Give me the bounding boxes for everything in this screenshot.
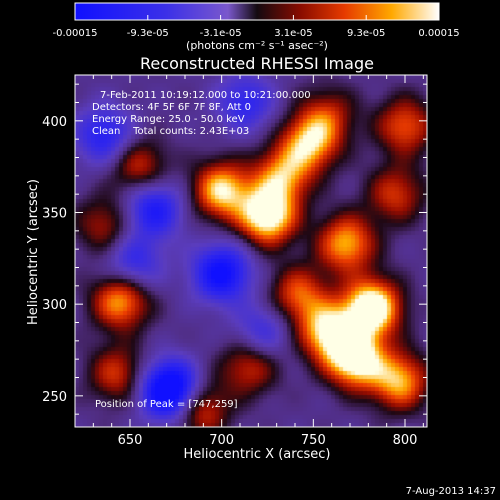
- info-line-detectors: Detectors: 4F 5F 6F 7F 8F, Att 0: [92, 102, 251, 113]
- x-tick-labels: 650 700 750 800: [118, 433, 418, 448]
- colorbar-tick-label: -3.1e-05: [200, 28, 242, 39]
- colorbar-tick-labels: -0.00015 -9.3e-05 -3.1e-05 3.1e-05 9.3e-05 0.…: [53, 28, 460, 39]
- y-tick-label: 250: [42, 390, 67, 405]
- colorbar-unit-label: (photons cm⁻² s⁻¹ asec⁻²): [186, 39, 328, 52]
- y-tick-label: 400: [42, 115, 67, 130]
- x-axis-label: Heliocentric X (arcsec): [184, 447, 331, 462]
- colorbar-tick-label: 0.00015: [418, 28, 459, 39]
- info-line-time: 7-Feb-2011 10:19:12.000 to 10:21:00.000: [100, 90, 311, 101]
- x-tick-label: 700: [209, 433, 234, 448]
- colorbar-tick-label: -9.3e-05: [127, 28, 169, 39]
- info-line-clean: Clean Total counts: 2.43E+03: [92, 126, 249, 137]
- x-tick-label: 750: [301, 433, 326, 448]
- colorbar-tick-label: 9.3e-05: [347, 28, 385, 39]
- peak-position-label: Position of Peak = [747,259]: [95, 399, 238, 410]
- y-tick-label: 350: [42, 207, 67, 222]
- heatmap-image: [75, 75, 427, 427]
- y-tick-label: 300: [42, 298, 67, 313]
- colorbar-ticks: [74, 15, 440, 20]
- y-tick-labels: 250 300 350 400: [42, 115, 67, 405]
- x-tick-label: 800: [393, 433, 418, 448]
- colorbar-tick-label: 3.1e-05: [274, 28, 312, 39]
- colorbar: [74, 2, 440, 21]
- info-line-energy: Energy Range: 25.0 - 50.0 keV: [92, 114, 245, 125]
- footer-timestamp: 7-Aug-2013 14:37: [406, 486, 496, 497]
- chart-title: Reconstructed RHESSI Image: [140, 54, 374, 73]
- x-tick-label: 650: [118, 433, 143, 448]
- axis-ticks: [74, 75, 427, 427]
- y-axis-label: Heliocentric Y (arcsec): [26, 179, 41, 325]
- plot-frame: [74, 74, 428, 428]
- colorbar-tick-label: -0.00015: [53, 28, 98, 39]
